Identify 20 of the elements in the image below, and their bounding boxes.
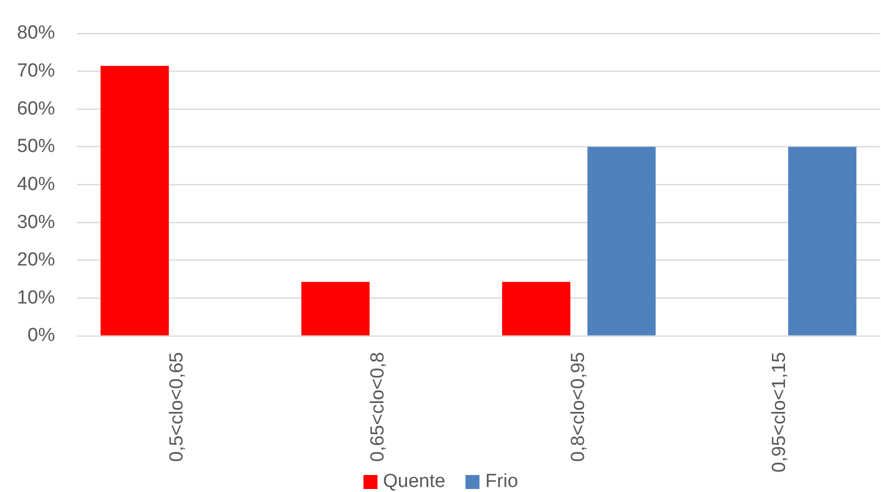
x-tick-label: 0,95<clo<1,15 [768,352,790,472]
bar [502,282,570,336]
y-tick-label: 80% [16,22,56,44]
x-tick-label: 0,5<clo<0,65 [166,352,188,462]
bar [788,146,856,336]
y-tick-label: 30% [16,212,56,233]
y-tick-label: 10% [16,287,56,308]
y-tick-label: 20% [16,250,56,271]
bar [301,282,370,336]
x-tick-label: 0,8<clo<0,95 [568,352,590,462]
y-tick-label: 60% [16,98,56,120]
y-tick-label: 70% [16,60,56,82]
bar [100,66,169,336]
legend-label: Frio [485,471,518,492]
legend-label: Quente [382,471,446,492]
y-tick-label: 0% [28,325,56,346]
y-tick-label: 40% [16,174,56,195]
y-tick-label: 50% [16,136,56,158]
x-tick-label: 0,65<clo<0,8 [367,352,388,462]
bar [587,146,656,336]
